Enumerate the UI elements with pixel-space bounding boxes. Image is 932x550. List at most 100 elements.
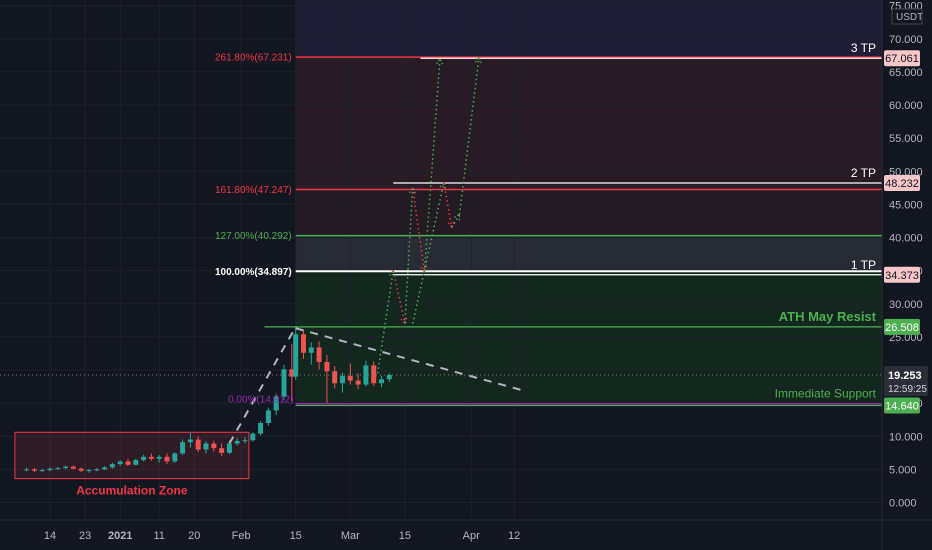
price-tick-label: 60.000: [889, 100, 923, 112]
price-tick-label: 30.000: [889, 299, 923, 311]
candle-body[interactable]: [301, 334, 306, 353]
price-tag: [884, 174, 920, 191]
price-tick-label: 70.000: [889, 34, 923, 46]
candle-body[interactable]: [156, 456, 162, 459]
candle-body[interactable]: [70, 466, 76, 469]
price-tag: [884, 397, 920, 414]
candle-body[interactable]: [289, 369, 295, 377]
candle-body[interactable]: [324, 362, 330, 372]
level-label: ATH May Resist: [779, 309, 877, 324]
candle-body[interactable]: [293, 334, 299, 377]
candle-body[interactable]: [355, 380, 361, 385]
fib-band-261-161: [295, 57, 882, 190]
candle-body[interactable]: [102, 467, 108, 470]
fib-band-top: [295, 0, 882, 58]
candle-body[interactable]: [164, 456, 170, 462]
candle-body[interactable]: [86, 470, 92, 472]
rally-line: [228, 326, 297, 445]
candle-body[interactable]: [316, 347, 322, 363]
candle-body[interactable]: [234, 440, 240, 444]
candle-body[interactable]: [219, 448, 225, 453]
candle-body[interactable]: [203, 443, 209, 450]
candle-body[interactable]: [63, 466, 69, 469]
fib-bands: [295, 0, 882, 404]
price-tick-label: 55.000: [889, 133, 923, 145]
candle-body[interactable]: [379, 379, 384, 384]
candle-body[interactable]: [340, 375, 345, 384]
projection-path-1-segment: [411, 187, 426, 273]
candle-body[interactable]: [250, 433, 256, 441]
price-axis[interactable]: 0.0005.00010.00015.00020.00025.00030.000…: [882, 0, 932, 550]
candle-body[interactable]: [109, 464, 115, 468]
candle-body[interactable]: [125, 461, 131, 465]
candle-body[interactable]: [242, 440, 248, 442]
projection-overlay: [228, 55, 527, 445]
price-tag-text: 14.640: [885, 401, 919, 413]
candle-body[interactable]: [172, 453, 178, 462]
candle-body[interactable]: [78, 468, 84, 471]
current-price-countdown: 12:59:25: [888, 384, 927, 395]
candle-body[interactable]: [24, 469, 30, 471]
candle-body[interactable]: [226, 443, 232, 453]
accumulation-zone-box: [14, 431, 250, 480]
candle-body[interactable]: [386, 374, 392, 380]
time-tick-label: 15: [290, 530, 302, 542]
level-label: Immediate Support: [775, 387, 877, 401]
fib-level-label: 0.00%(14.912): [228, 395, 294, 406]
candle-body[interactable]: [187, 439, 193, 443]
accumulation-zone: Accumulation Zone: [14, 431, 250, 498]
projection-path-1-segment: [376, 270, 394, 374]
candle-body[interactable]: [363, 365, 369, 385]
candle-body[interactable]: [31, 469, 37, 471]
candle-body[interactable]: [133, 460, 139, 465]
price-tag: [884, 266, 920, 283]
candle-body[interactable]: [308, 347, 314, 353]
projection-path-1-segment: [392, 270, 406, 324]
fib-level-label: 127.00%(40.292): [215, 231, 292, 242]
candle-body[interactable]: [371, 365, 377, 384]
price-tag: [884, 318, 920, 335]
price-tag: [884, 50, 920, 67]
accumulation-zone-label: Accumulation Zone: [76, 484, 188, 498]
candles[interactable]: [24, 326, 392, 473]
tp-label: 1 TP: [851, 258, 876, 272]
time-tick-label: Apr: [463, 530, 480, 542]
fib-band-161-127: [295, 189, 882, 236]
candle-body[interactable]: [117, 461, 123, 465]
projection-path-2-segment: [443, 182, 453, 228]
candle-body[interactable]: [141, 456, 147, 461]
projection-path-2-segment: [458, 57, 480, 215]
time-tick-label: 14: [44, 530, 56, 542]
price-tick-label: 5.000: [889, 464, 917, 476]
time-tick-label: 12: [508, 530, 520, 542]
projection-path-1-segment: [404, 187, 414, 324]
candle-body[interactable]: [273, 396, 279, 411]
candle-body[interactable]: [332, 371, 338, 384]
tp-label: 2 TP: [851, 166, 876, 180]
candle-body[interactable]: [281, 369, 287, 397]
price-tick-label: 0.000: [889, 498, 917, 510]
price-tick-label: 75.000: [889, 1, 923, 13]
candle-body[interactable]: [180, 442, 186, 454]
time-tick-label: 11: [153, 530, 164, 542]
fib-level-label: 161.80%(47.247): [215, 185, 292, 196]
downtrend-line: [295, 327, 527, 393]
candle-body[interactable]: [94, 469, 100, 471]
price-tag-text: 67.061: [885, 53, 919, 65]
time-tick-label: Feb: [232, 530, 251, 542]
candle-body[interactable]: [55, 468, 61, 470]
candle-body[interactable]: [258, 423, 264, 434]
candle-body[interactable]: [211, 443, 217, 449]
price-tag-text: 26.508: [885, 322, 919, 334]
candle-body[interactable]: [47, 468, 53, 471]
candle-body[interactable]: [347, 375, 353, 381]
candle-body[interactable]: [195, 439, 201, 450]
candle-body[interactable]: [265, 410, 271, 423]
currency-box: [891, 8, 923, 25]
candle-body[interactable]: [39, 470, 45, 472]
currency-label: USDT: [896, 12, 923, 23]
time-tick-label: 23: [79, 530, 91, 542]
candle-body[interactable]: [148, 456, 154, 459]
